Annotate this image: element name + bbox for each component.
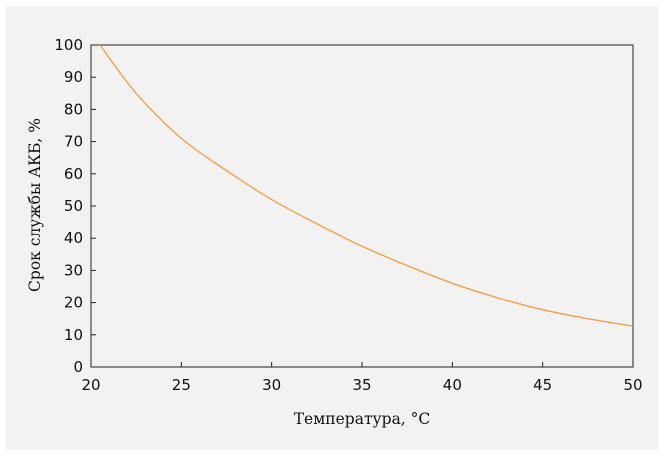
y-tick-label: 40: [64, 229, 83, 247]
x-tick-label: 35: [352, 376, 371, 394]
x-axis-title: Температура, °C: [294, 410, 431, 428]
y-tick-label: 70: [64, 133, 83, 151]
x-tick-label: 20: [81, 376, 100, 394]
y-tick-label: 0: [73, 358, 83, 376]
y-tick-label: 20: [64, 294, 83, 312]
x-tick-label: 25: [172, 376, 191, 394]
x-tick-label: 45: [533, 376, 552, 394]
x-tick-label: 50: [623, 376, 642, 394]
plot-area-frame: [90, 44, 634, 368]
y-tick-label: 30: [64, 261, 83, 279]
y-tick-label: 100: [54, 36, 83, 54]
x-tick-label: 30: [262, 376, 281, 394]
y-tick-label: 60: [64, 165, 83, 183]
y-axis-title: Срок службы АКБ, %: [26, 118, 44, 292]
x-tick-label: 40: [443, 376, 462, 394]
y-tick-label: 80: [64, 100, 83, 118]
y-tick-label: 50: [64, 197, 83, 215]
series-line: [99, 44, 634, 327]
y-tick-label: 10: [64, 326, 83, 344]
y-tick-label: 90: [64, 68, 83, 86]
chart-panel: [6, 6, 658, 450]
